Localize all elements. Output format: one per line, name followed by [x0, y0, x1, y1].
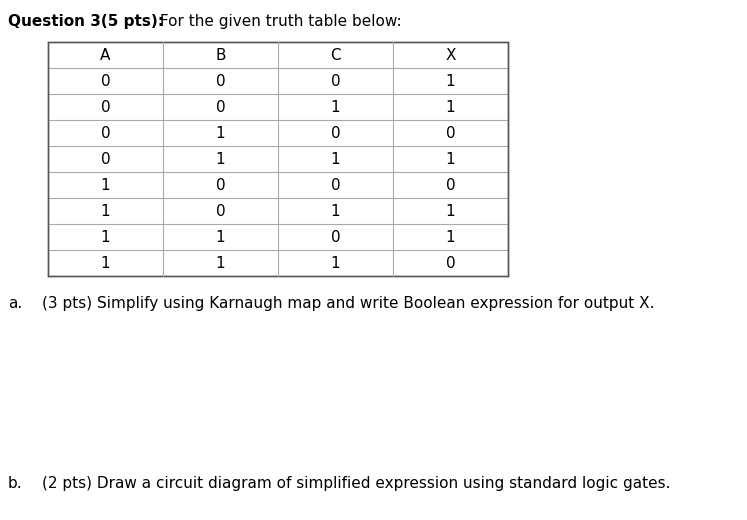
- Text: 1: 1: [331, 255, 341, 270]
- Text: 1: 1: [101, 229, 111, 244]
- Text: X: X: [445, 47, 456, 62]
- Text: 0: 0: [331, 73, 341, 88]
- Text: 0: 0: [216, 73, 226, 88]
- Text: For the given truth table below:: For the given truth table below:: [155, 14, 402, 29]
- Text: Question 3(5 pts):: Question 3(5 pts):: [8, 14, 164, 29]
- Text: B: B: [215, 47, 226, 62]
- Text: 0: 0: [216, 177, 226, 192]
- Text: A: A: [100, 47, 111, 62]
- Text: a.: a.: [8, 296, 22, 311]
- Text: 0: 0: [446, 177, 456, 192]
- Text: 1: 1: [216, 125, 226, 140]
- Text: 1: 1: [101, 177, 111, 192]
- Text: 0: 0: [101, 73, 111, 88]
- Text: 1: 1: [331, 99, 341, 114]
- Text: 1: 1: [446, 73, 456, 88]
- Text: 1: 1: [446, 203, 456, 218]
- Text: 0: 0: [216, 203, 226, 218]
- Text: 0: 0: [101, 151, 111, 166]
- Text: C: C: [330, 47, 341, 62]
- Text: 1: 1: [101, 203, 111, 218]
- Text: 1: 1: [331, 151, 341, 166]
- Text: 0: 0: [331, 177, 341, 192]
- Text: 0: 0: [446, 125, 456, 140]
- Text: 1: 1: [446, 151, 456, 166]
- Text: 0: 0: [331, 229, 341, 244]
- Text: 1: 1: [216, 151, 226, 166]
- Text: 1: 1: [331, 203, 341, 218]
- Text: 0: 0: [331, 125, 341, 140]
- Text: 1: 1: [216, 255, 226, 270]
- Text: 0: 0: [216, 99, 226, 114]
- Text: 0: 0: [101, 99, 111, 114]
- Text: 1: 1: [446, 229, 456, 244]
- Text: (3 pts) Simplify using Karnaugh map and write Boolean expression for output X.: (3 pts) Simplify using Karnaugh map and …: [42, 296, 654, 311]
- Text: (2 pts) Draw a circuit diagram of simplified expression using standard logic gat: (2 pts) Draw a circuit diagram of simpli…: [42, 476, 671, 491]
- Text: 1: 1: [101, 255, 111, 270]
- Text: 1: 1: [216, 229, 226, 244]
- Text: 1: 1: [446, 99, 456, 114]
- Text: 0: 0: [446, 255, 456, 270]
- Text: b.: b.: [8, 476, 22, 491]
- Text: 0: 0: [101, 125, 111, 140]
